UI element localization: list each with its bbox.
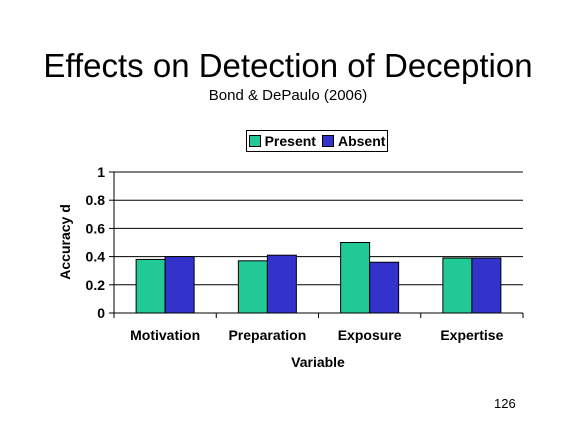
legend-item-absent: Absent <box>321 133 386 149</box>
slide-subtitle: Bond & DePaulo (2006) <box>208 87 368 104</box>
bar-absent-expertise <box>471 257 502 314</box>
x-axis-label: Variable <box>291 354 345 370</box>
legend-swatch-present <box>248 135 261 147</box>
bar-absent-exposure <box>369 261 400 314</box>
legend-label-absent: Absent <box>337 133 386 149</box>
x-tick-label: Expertise <box>440 327 503 343</box>
x-tick-label: Motivation <box>130 327 200 343</box>
bar-absent-motivation <box>164 256 195 314</box>
y-tick-label: 0.4 <box>86 249 106 265</box>
slide-title: Effects on Detection of Deception <box>43 47 533 84</box>
y-tick-label: 0 <box>97 305 105 321</box>
x-tick-label: Preparation <box>228 327 306 343</box>
legend-label-present: Present <box>264 133 316 149</box>
bar-absent-preparation <box>266 254 297 314</box>
y-tick-label: 1 <box>97 164 105 180</box>
page-number: 126 <box>494 396 516 411</box>
y-tick-label: 0.6 <box>86 220 106 236</box>
bars <box>135 242 502 314</box>
legend-swatch-absent <box>321 135 334 147</box>
bar-present-expertise <box>442 257 473 314</box>
axes: 0 0.2 0.4 0.6 0.8 1 Motivation Preparation Expos… <box>86 164 524 343</box>
y-tick-label: 0.2 <box>86 277 106 293</box>
y-tick-label: 0.8 <box>86 192 106 208</box>
y-axis-label: Accuracy d <box>57 204 73 279</box>
x-tick-label: Exposure <box>338 327 402 343</box>
bar-present-exposure <box>340 242 371 314</box>
bar-present-motivation <box>135 258 166 314</box>
chart-legend: Present Absent <box>246 130 388 152</box>
bar-present-preparation <box>237 260 268 314</box>
legend-item-present: Present <box>248 133 316 149</box>
